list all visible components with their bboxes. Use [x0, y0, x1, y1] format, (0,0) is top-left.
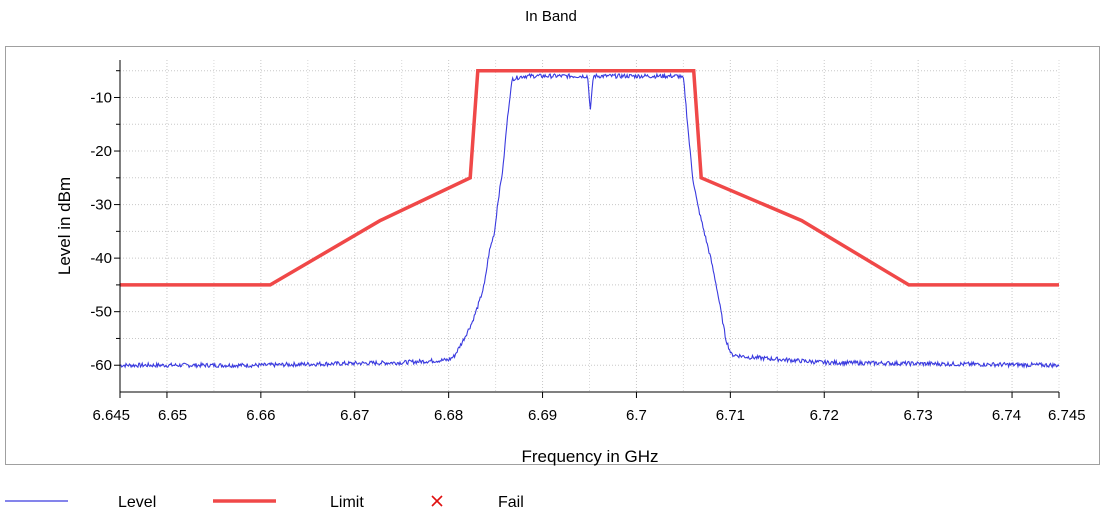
legend-label-limit: Limit [330, 494, 364, 511]
x-tick-label: 6.71 [716, 407, 745, 424]
legend-label-level: Level [118, 494, 156, 511]
x-tick-label: 6.69 [528, 407, 557, 424]
plot-frame [5, 46, 1100, 465]
x-tick-label: 6.745 [1048, 407, 1086, 424]
x-tick-label: 6.645 [92, 407, 130, 424]
x-axis-label: Frequency in GHz [522, 447, 659, 466]
x-tick-label: 6.68 [434, 407, 463, 424]
y-tick-label: -60 [90, 357, 112, 374]
series-line-limit [120, 68, 1059, 287]
grid-layer [119, 60, 1060, 392]
x-tick-label: 6.72 [810, 407, 839, 424]
legend-label-fail: Fail [498, 494, 524, 511]
axis-layer: -60 -50 -40 -30 -20 -10 6.645 6.65 6.66 6.67 6.68 6… [55, 60, 1086, 466]
y-tick-label: -50 [90, 304, 112, 321]
y-tick-label: -30 [90, 197, 112, 214]
x-tick-label: 6.7 [626, 407, 647, 424]
y-tick-label: -10 [90, 89, 112, 106]
x-tick-label: 6.66 [246, 407, 275, 424]
series-layer [119, 68, 1060, 369]
series-line-level [119, 72, 1060, 369]
chart-title: In Band [525, 8, 577, 25]
x-tick-label: 6.65 [158, 407, 187, 424]
x-tick-label: 6.67 [340, 407, 369, 424]
y-axis-label: Level in dBm [55, 177, 74, 275]
legend-fail-marker [431, 495, 443, 507]
legend-layer: Level Limit Fail [5, 494, 524, 511]
x-tick-label: 6.73 [904, 407, 933, 424]
x-tick-label: 6.74 [992, 407, 1021, 424]
y-tick-label: -40 [90, 250, 112, 267]
y-tick-label: -20 [90, 143, 112, 160]
